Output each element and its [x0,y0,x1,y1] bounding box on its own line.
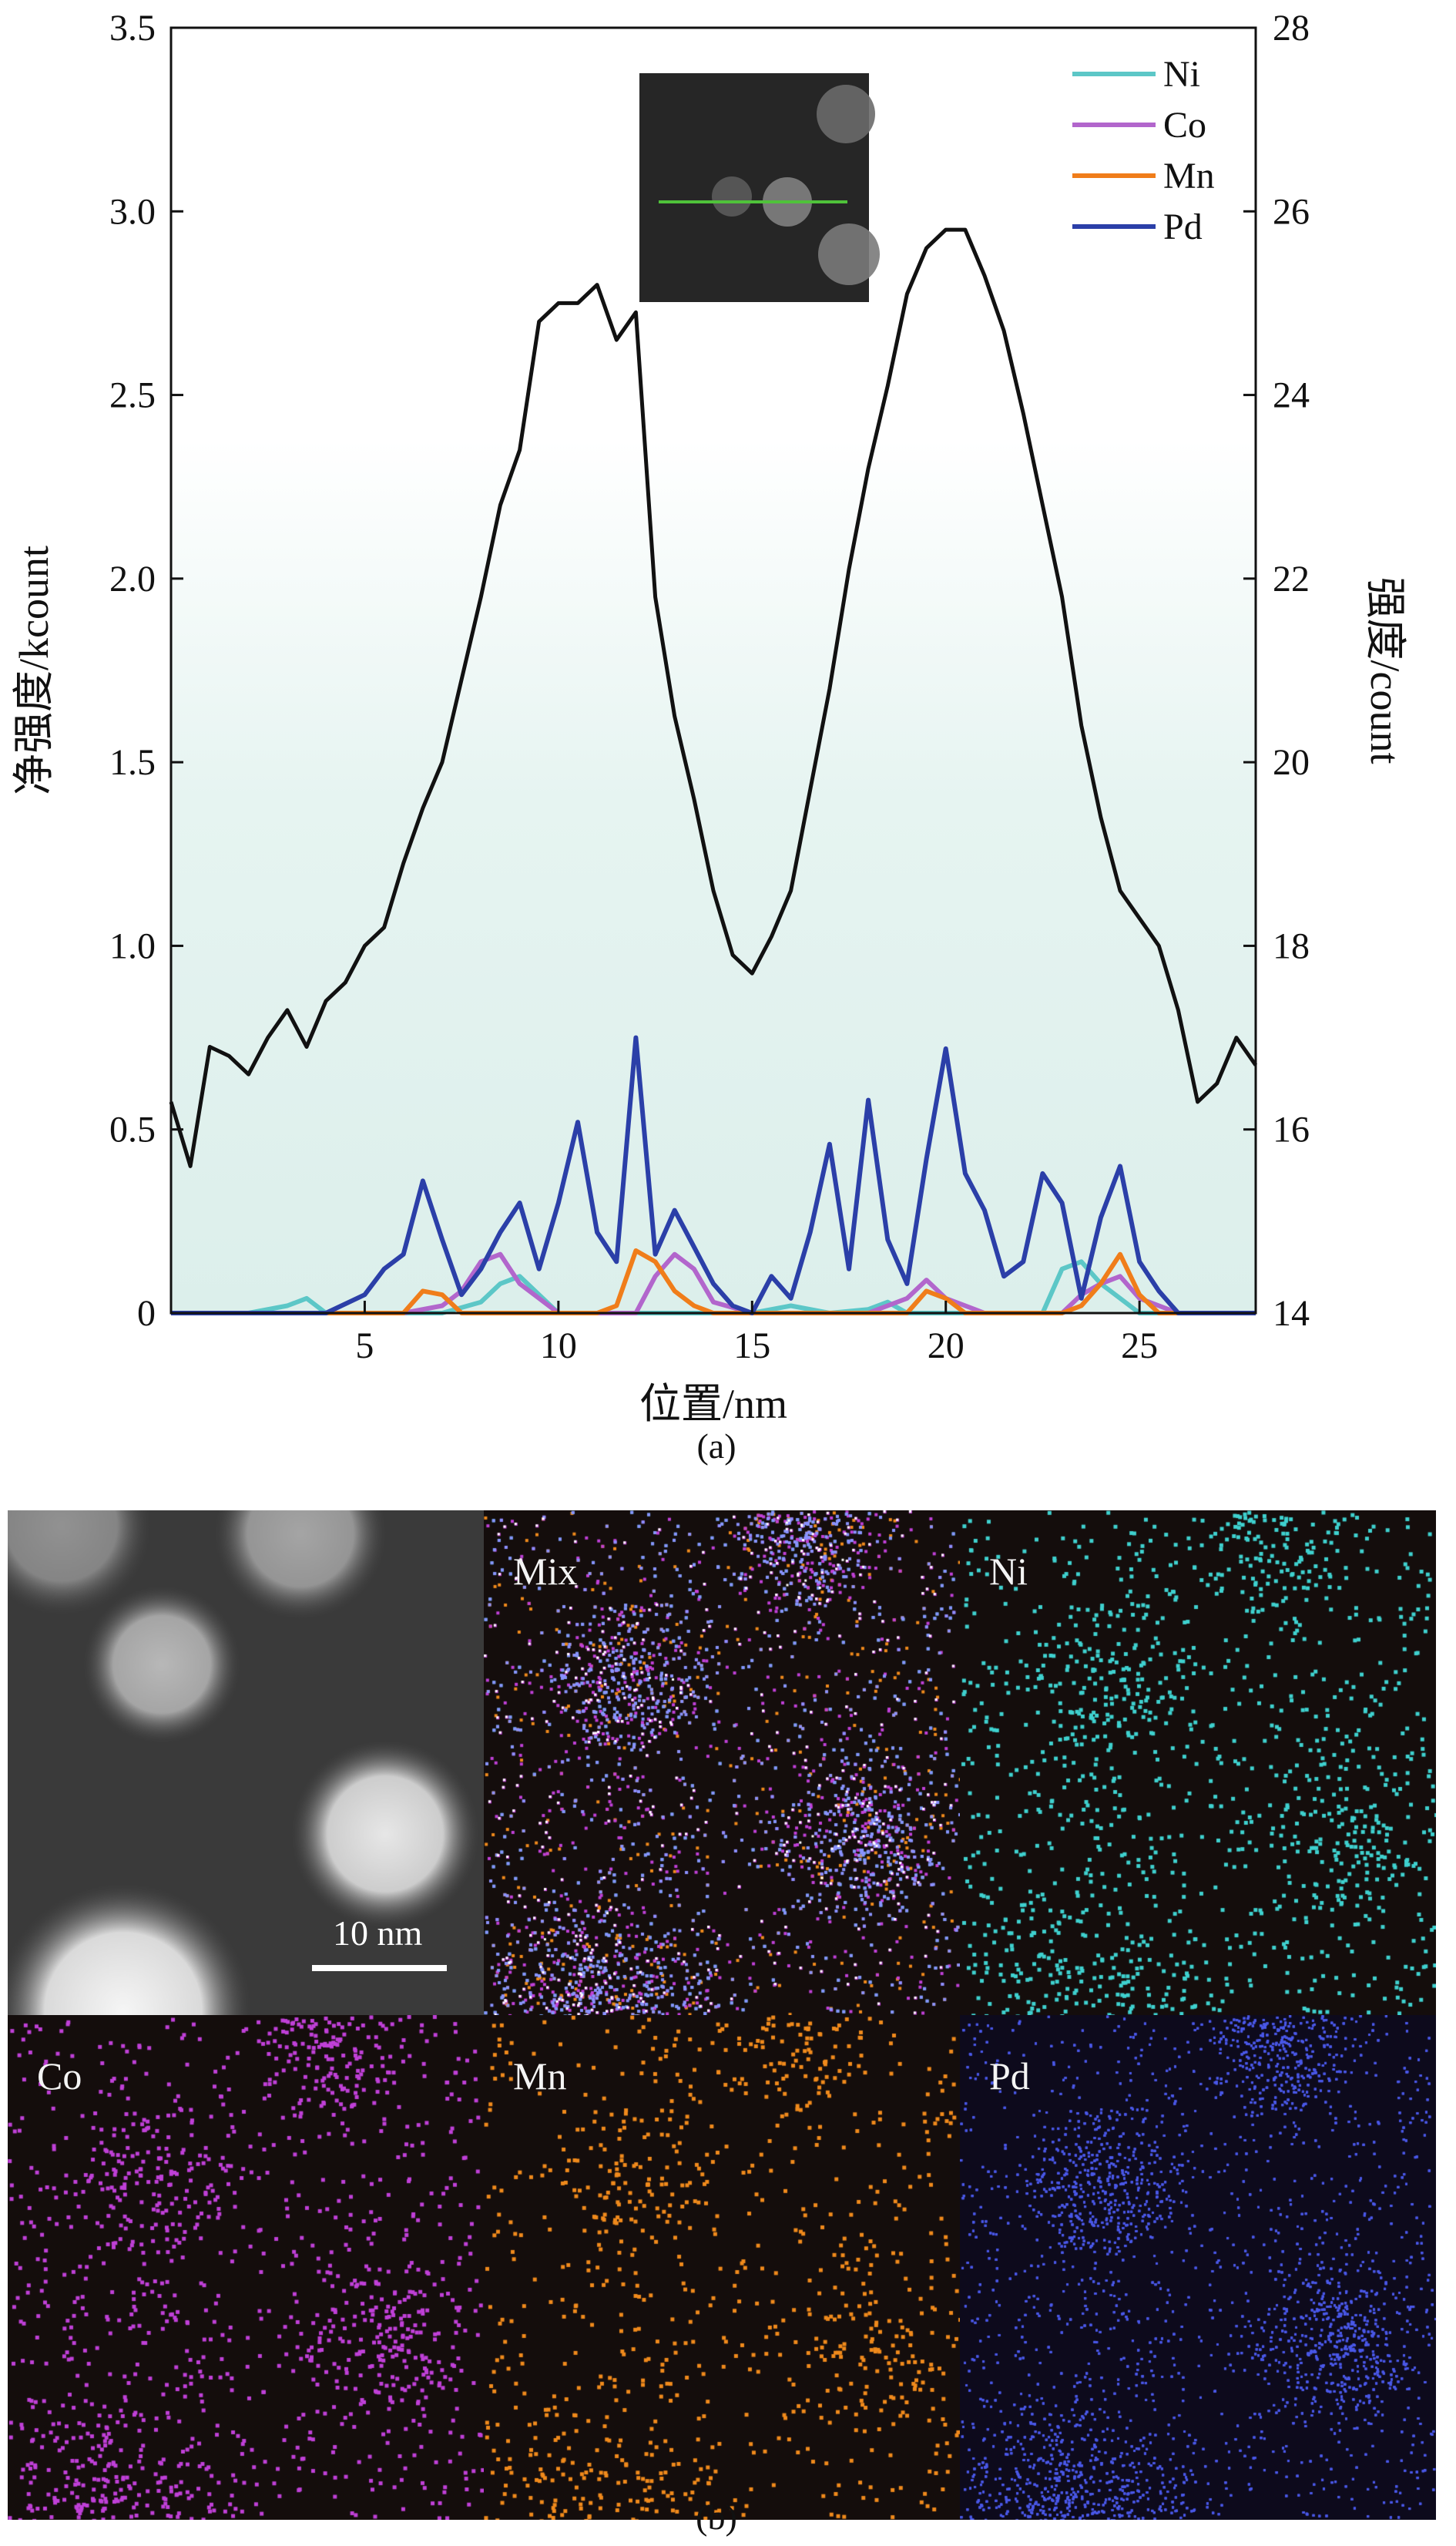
pd-map: Pd [960,2015,1436,2520]
left-tick-label: 0.5 [109,1110,156,1150]
x-axis-label: 位置/nm [639,1381,787,1427]
legend-label-co: Co [1163,105,1206,146]
mix-canvas [484,1510,960,2015]
left-tick-label: 1.0 [109,925,156,966]
mix-label: Mix [513,1550,578,1593]
caption-b: (b) [696,2497,737,2537]
x-tick-label: 20 [928,1325,965,1366]
left-tick-label: 2.0 [109,559,156,600]
right-tick-label: 16 [1273,1110,1310,1150]
legend-label-mn: Mn [1163,156,1215,196]
right-tick-label: 22 [1273,559,1310,600]
left-tick-label: 3.5 [109,8,156,49]
series-line-pd [171,1035,1256,1315]
haadf-image: 10 nm [8,1510,484,2015]
pd-label: Pd [989,2054,1030,2098]
right-tick-label: 14 [1273,1293,1310,1334]
x-tick-label: 25 [1121,1325,1158,1366]
mix-map: Mix [484,1510,960,2015]
ni-label: Ni [989,1550,1028,1593]
scale-bar [312,1965,447,1971]
mn-label: Mn [513,2054,567,2098]
right-tick-label: 26 [1273,191,1310,232]
legend-label-ni: Ni [1163,54,1200,95]
eds-map-grid: 10 nm Mix Ni Co Mn Pd [8,1510,1437,2528]
haadf-canvas [8,1510,484,2015]
right-tick-label: 18 [1273,925,1310,966]
right-tick-label: 24 [1273,375,1310,416]
x-tick-label: 5 [355,1325,374,1366]
left-tick-label: 2.5 [109,375,156,416]
co-canvas [8,2015,484,2520]
pd-canvas [960,2015,1436,2520]
mn-map: Mn [484,2015,960,2520]
x-tick-label: 15 [733,1325,770,1366]
ni-canvas [960,1510,1436,2015]
left-tick-label: 1.5 [109,742,156,783]
left-axis-label: 净强度/kcount [11,546,57,795]
line-profile-chart: 5 10 15 20 25 0 0.5 1.0 1.5 2.0 2.5 3.0 3.5 14 16 18 20 2… [11,8,1408,1427]
right-tick-label: 20 [1273,742,1310,783]
scale-bar-label: 10 nm [333,1913,423,1953]
plot-frame [169,26,1257,1315]
right-tick-label: 28 [1273,8,1310,49]
series-line-intensity [169,227,1258,1168]
right-axis-label: 强度/count [1362,577,1408,764]
legend-label-pd: Pd [1163,207,1203,247]
inset-haadf-image [639,73,880,302]
ni-map: Ni [960,1510,1436,2015]
co-map: Co [8,2015,484,2520]
x-tick-label: 10 [540,1325,577,1366]
left-tick-label: 0 [137,1293,156,1334]
co-label: Co [37,2054,82,2098]
mn-canvas [484,2015,960,2520]
left-tick-label: 3.0 [109,191,156,232]
caption-a: (a) [696,1426,736,1466]
